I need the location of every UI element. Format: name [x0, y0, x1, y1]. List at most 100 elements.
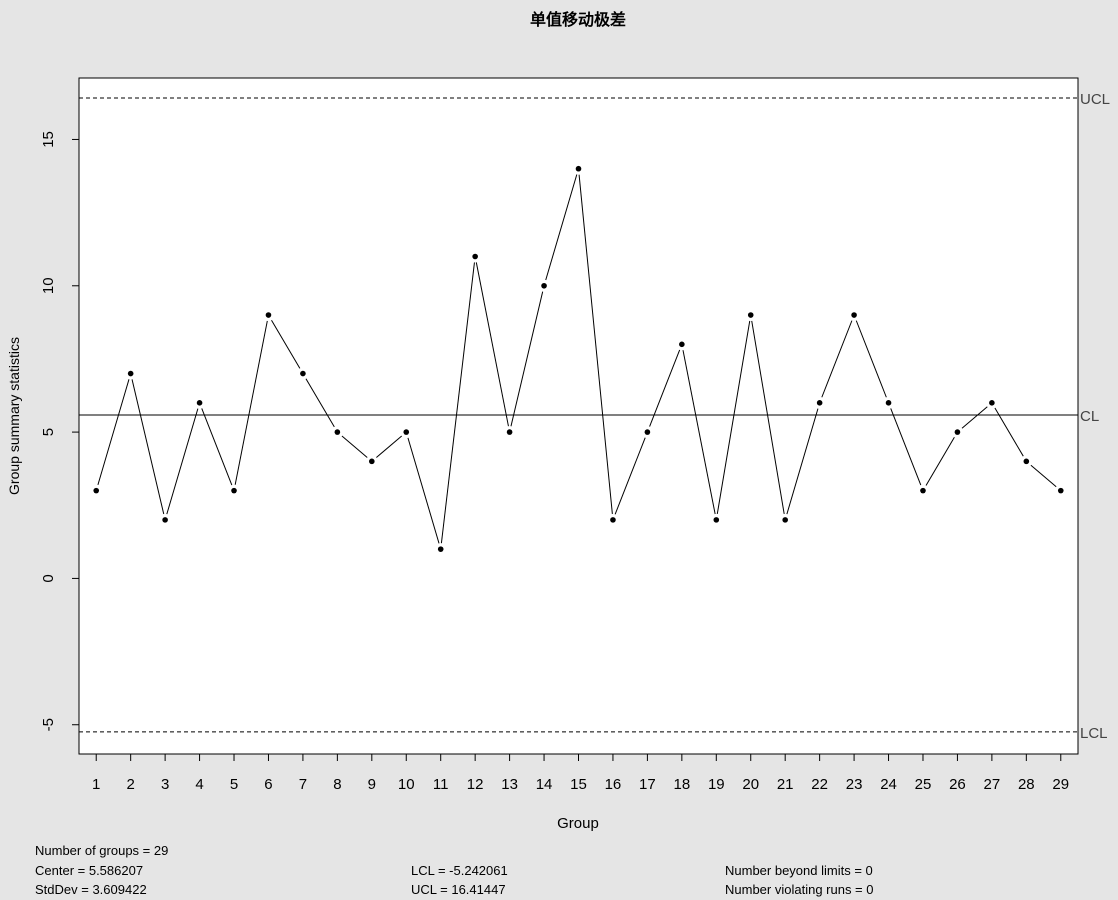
y-axis-label: Group summary statistics — [6, 337, 22, 495]
data-point — [300, 370, 306, 377]
stat-ucl: UCL = 16.41447 — [411, 882, 506, 897]
data-point — [954, 429, 961, 435]
series-segment — [545, 174, 578, 281]
data-point — [472, 253, 478, 260]
series-segment — [614, 437, 646, 515]
series-segment — [510, 291, 544, 427]
x-tick-label: 17 — [639, 776, 656, 793]
series-segment — [440, 262, 475, 544]
data-point — [334, 429, 341, 435]
x-tick-label: 22 — [811, 776, 828, 793]
series-segment — [925, 437, 955, 486]
data-point — [885, 400, 892, 406]
x-tick-label: 5 — [230, 776, 238, 793]
data-point — [127, 370, 134, 377]
series-segment — [166, 408, 199, 515]
x-tick-label: 20 — [742, 776, 759, 793]
x-tick-label: 6 — [264, 776, 272, 793]
series-segment — [97, 379, 130, 486]
x-tick-label: 11 — [433, 776, 449, 793]
data-point — [437, 546, 444, 552]
series-segment — [961, 406, 988, 429]
y-tick-label: 10 — [40, 277, 57, 294]
series-segment — [821, 320, 853, 398]
cl-label: CL — [1080, 408, 1099, 425]
x-tick-label: 24 — [880, 776, 897, 793]
stat-violating-runs: Number violating runs = 0 — [725, 882, 874, 897]
data-point — [989, 400, 995, 406]
series-segment — [751, 320, 785, 515]
x-tick-label: 26 — [949, 776, 966, 793]
x-tick-label: 27 — [984, 776, 1001, 793]
series-segment — [271, 319, 301, 369]
series-segment — [341, 435, 368, 458]
series-segment — [305, 378, 335, 428]
data-point — [782, 517, 788, 523]
data-point — [747, 312, 754, 318]
x-tick-label: 7 — [299, 776, 307, 793]
data-point — [610, 517, 616, 523]
reference-lines: UCL CL LCL — [79, 91, 1110, 742]
data-point — [369, 458, 375, 465]
series-segment — [649, 349, 681, 427]
data-point — [816, 400, 823, 406]
stat-stddev: StdDev = 3.609422 — [35, 882, 147, 897]
data-point — [265, 312, 272, 318]
x-tick-label: 12 — [467, 776, 484, 793]
x-tick-label: 1 — [92, 776, 100, 793]
x-tick-label: 16 — [605, 776, 622, 793]
stat-number-of-groups: Number of groups = 29 — [35, 843, 169, 858]
chart-title: 单值移动极差 — [530, 10, 626, 29]
stat-center: Center = 5.586207 — [35, 863, 144, 878]
series-segment — [234, 320, 268, 485]
series-segment — [578, 174, 613, 514]
data-series — [93, 165, 1064, 552]
series-segment — [376, 435, 403, 458]
x-tick-label: 8 — [333, 776, 341, 793]
y-axis: -5 0 5 10 15 — [40, 131, 79, 731]
series-segment — [1030, 464, 1057, 488]
x-tick-label: 4 — [195, 776, 203, 793]
data-point — [93, 487, 100, 494]
series-segment — [994, 407, 1024, 457]
y-tick-label: -5 — [40, 718, 57, 731]
data-point — [920, 487, 926, 494]
data-point — [196, 400, 203, 406]
data-point — [851, 312, 857, 318]
data-point — [506, 429, 513, 435]
data-point — [679, 341, 685, 348]
y-tick-label: 5 — [40, 428, 57, 436]
data-point — [1057, 487, 1064, 494]
x-tick-label: 28 — [1018, 776, 1035, 793]
x-tick-label: 23 — [846, 776, 863, 793]
series-segment — [855, 320, 887, 398]
x-tick-label: 21 — [777, 776, 794, 793]
y-tick-label: 15 — [40, 131, 57, 148]
data-point — [541, 282, 547, 289]
x-tick-label: 19 — [708, 776, 725, 793]
series-segment — [716, 320, 751, 515]
lcl-label: LCL — [1080, 725, 1108, 742]
series-segment — [131, 379, 165, 515]
x-tick-label: 2 — [127, 776, 135, 793]
data-point — [162, 517, 168, 523]
x-axis-label: Group — [557, 815, 599, 832]
x-tick-label: 9 — [368, 776, 376, 793]
x-tick-label: 15 — [570, 776, 587, 793]
y-tick-label: 0 — [40, 574, 57, 582]
x-tick-label: 25 — [915, 776, 932, 793]
data-point — [403, 429, 410, 435]
data-point — [231, 487, 237, 494]
stat-beyond-limits: Number beyond limits = 0 — [725, 863, 873, 878]
x-tick-label: 18 — [674, 776, 691, 793]
x-tick-label: 13 — [501, 776, 518, 793]
series-segment — [786, 408, 819, 515]
data-point — [644, 429, 651, 435]
plot-area — [78, 77, 1079, 755]
data-point — [1023, 458, 1030, 465]
x-tick-label: 29 — [1052, 776, 1069, 793]
x-tick-label: 10 — [398, 776, 415, 793]
data-point — [713, 517, 720, 523]
x-tick-label: 14 — [536, 776, 553, 793]
